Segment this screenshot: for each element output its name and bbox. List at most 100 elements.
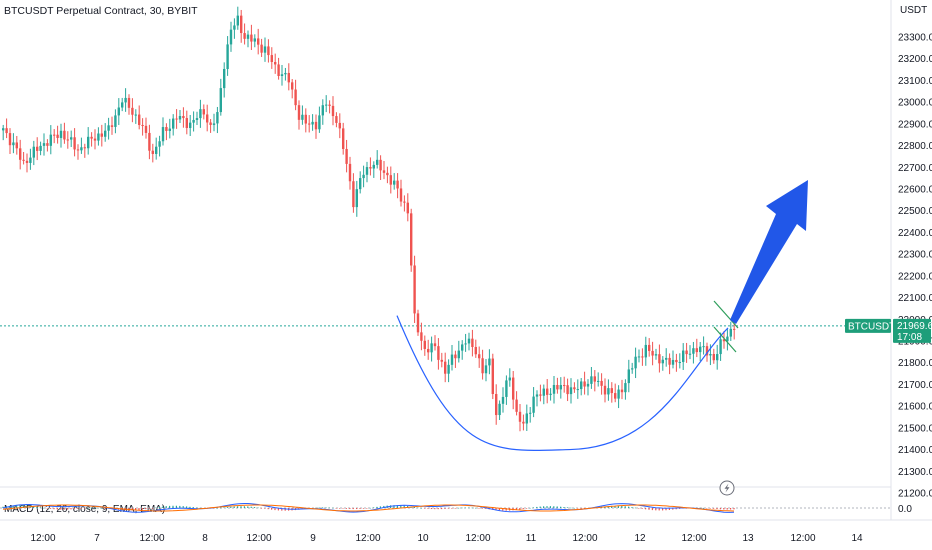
candle: [240, 9, 243, 43]
macd-bar: [475, 507, 477, 509]
macd-bar: [713, 508, 715, 509]
macd-bar: [451, 508, 453, 509]
candle: [42, 133, 46, 156]
candle: [376, 150, 379, 169]
macd-bar: [420, 507, 422, 509]
macd-bar: [549, 506, 551, 508]
candle: [287, 63, 290, 91]
macd-bar: [46, 508, 48, 509]
macd-bar: [468, 507, 470, 509]
macd-bar: [165, 506, 167, 508]
macd-bar: [621, 505, 623, 508]
macd-bar: [719, 508, 721, 510]
candle: [267, 39, 270, 63]
macd-bar: [556, 506, 558, 508]
candle: [437, 338, 440, 370]
macd-bar: [243, 506, 245, 508]
candle: [542, 384, 545, 405]
macd-bar: [668, 508, 670, 510]
macd-bar: [325, 507, 327, 509]
candle: [454, 350, 457, 368]
candle: [22, 151, 25, 165]
candle: [399, 179, 403, 207]
lightning-icon[interactable]: [719, 480, 735, 496]
candle: [165, 123, 168, 141]
candle: [199, 99, 202, 128]
candle: [416, 309, 420, 336]
y-tick-label: 23200.0: [898, 54, 932, 65]
candle: [192, 111, 195, 132]
y-tick-label: 21600.0: [898, 402, 932, 413]
macd-bar: [131, 508, 133, 511]
candle: [603, 378, 607, 403]
macd-bar: [16, 505, 18, 508]
macd-bar: [403, 505, 405, 508]
macd-bar: [553, 506, 555, 508]
candle: [257, 28, 260, 55]
macd-bar: [539, 506, 541, 508]
candle: [569, 378, 573, 404]
candle: [495, 384, 498, 425]
macd-bar: [247, 506, 249, 508]
macd-bar: [570, 507, 572, 509]
candle: [345, 139, 348, 173]
candle: [624, 379, 627, 400]
candle: [114, 109, 117, 134]
macd-bar: [638, 508, 640, 509]
candle: [168, 118, 171, 139]
y-tick-label: 22500.0: [898, 206, 932, 217]
candle: [406, 193, 409, 222]
macd-bar: [563, 507, 565, 508]
macd-bar: [192, 507, 194, 508]
candle: [539, 384, 542, 402]
candle: [294, 79, 297, 111]
macd-axis-value: 0.0: [898, 504, 912, 515]
candle: [576, 379, 579, 399]
candle: [661, 356, 664, 371]
macd-bar: [679, 508, 681, 509]
macd-bar: [257, 507, 259, 509]
macd-bar: [454, 508, 456, 509]
macd-bar: [162, 506, 164, 508]
macd-bar: [444, 508, 446, 509]
macd-bar: [529, 507, 531, 509]
symbol-badge-text: BTCUSDT.P: [848, 321, 904, 332]
macd-bar: [396, 505, 398, 508]
y-tick-label: 23100.0: [898, 76, 932, 87]
macd-bar: [94, 507, 96, 509]
candle: [104, 123, 107, 142]
x-tick-label: 12:00: [355, 533, 380, 544]
candle: [148, 124, 151, 160]
x-tick-label: 11: [526, 533, 537, 544]
candle: [229, 21, 233, 52]
macd-bar: [672, 508, 674, 510]
macd-bar: [186, 506, 188, 508]
candle: [131, 98, 134, 123]
candle: [127, 94, 131, 115]
candle: [66, 131, 69, 149]
candle: [433, 335, 437, 351]
candle: [93, 129, 97, 150]
macd-bar: [733, 508, 735, 510]
candle: [665, 348, 668, 367]
macd-bar: [502, 508, 504, 511]
candle: [328, 100, 331, 114]
candle: [685, 342, 688, 363]
macd-bar: [393, 505, 395, 508]
macd-bar: [43, 507, 45, 509]
y-axis-ticks: 23300.0 23200.0 23100.0 23000.0 22900.0 22800…: [898, 33, 932, 500]
rounding-bottom-curve: [396, 315, 729, 451]
macd-label: MACD (12, 26, close, 9, EMA, EMA): [4, 504, 165, 515]
candle: [478, 346, 481, 368]
macd-bar: [362, 508, 364, 509]
candle: [29, 148, 32, 170]
macd-bar: [33, 506, 35, 508]
macd-bar: [379, 506, 381, 508]
candle: [233, 18, 236, 39]
candle: [304, 108, 307, 133]
candle: [172, 114, 175, 136]
macd-bar: [328, 507, 330, 509]
candle: [631, 362, 634, 374]
macd-bar: [352, 508, 354, 510]
